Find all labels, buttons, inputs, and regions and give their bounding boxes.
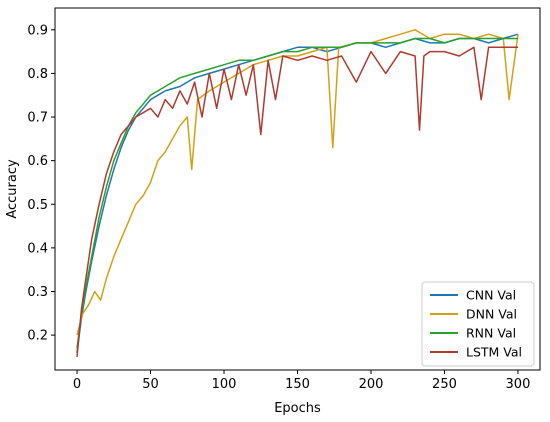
y-tick-label: 0.7 — [27, 111, 48, 126]
x-tick-label: 300 — [506, 377, 531, 392]
legend-label: LSTM Val — [466, 345, 522, 360]
x-ticks: 0 50 100 150 200 250 300 — [73, 370, 530, 392]
x-tick-label: 250 — [432, 377, 457, 392]
y-tick-label: 0.6 — [27, 154, 48, 169]
y-tick-label: 0.2 — [27, 329, 48, 344]
legend-label: CNN Val — [466, 288, 516, 303]
y-tick-label: 0.5 — [27, 198, 48, 213]
y-tick-label: 0.3 — [27, 285, 48, 300]
x-axis-label: Epochs — [274, 401, 321, 416]
series-group — [76, 29, 519, 357]
x-tick-label: 0 — [73, 377, 81, 392]
y-ticks: 0.2 0.3 0.4 0.5 0.6 0.7 0.8 0.9 — [27, 23, 55, 344]
y-tick-label: 0.9 — [27, 23, 48, 38]
x-tick-label: 100 — [212, 377, 237, 392]
series-line-rnn-val — [76, 37, 518, 349]
legend: CNN Val DNN Val RNN Val LSTM Val — [421, 281, 535, 367]
y-tick-label: 0.8 — [27, 67, 48, 82]
y-tick-label: 0.4 — [27, 241, 48, 256]
x-tick-label: 50 — [142, 377, 159, 392]
legend-label: RNN Val — [466, 326, 516, 341]
x-tick-label: 200 — [359, 377, 384, 392]
legend-label: DNN Val — [466, 307, 517, 322]
x-tick-label: 150 — [285, 377, 310, 392]
y-axis-label: Accuracy — [5, 159, 20, 219]
series-line-cnn-val — [76, 33, 519, 353]
legend-box — [421, 281, 535, 367]
series-line-lstm-val — [76, 46, 518, 357]
